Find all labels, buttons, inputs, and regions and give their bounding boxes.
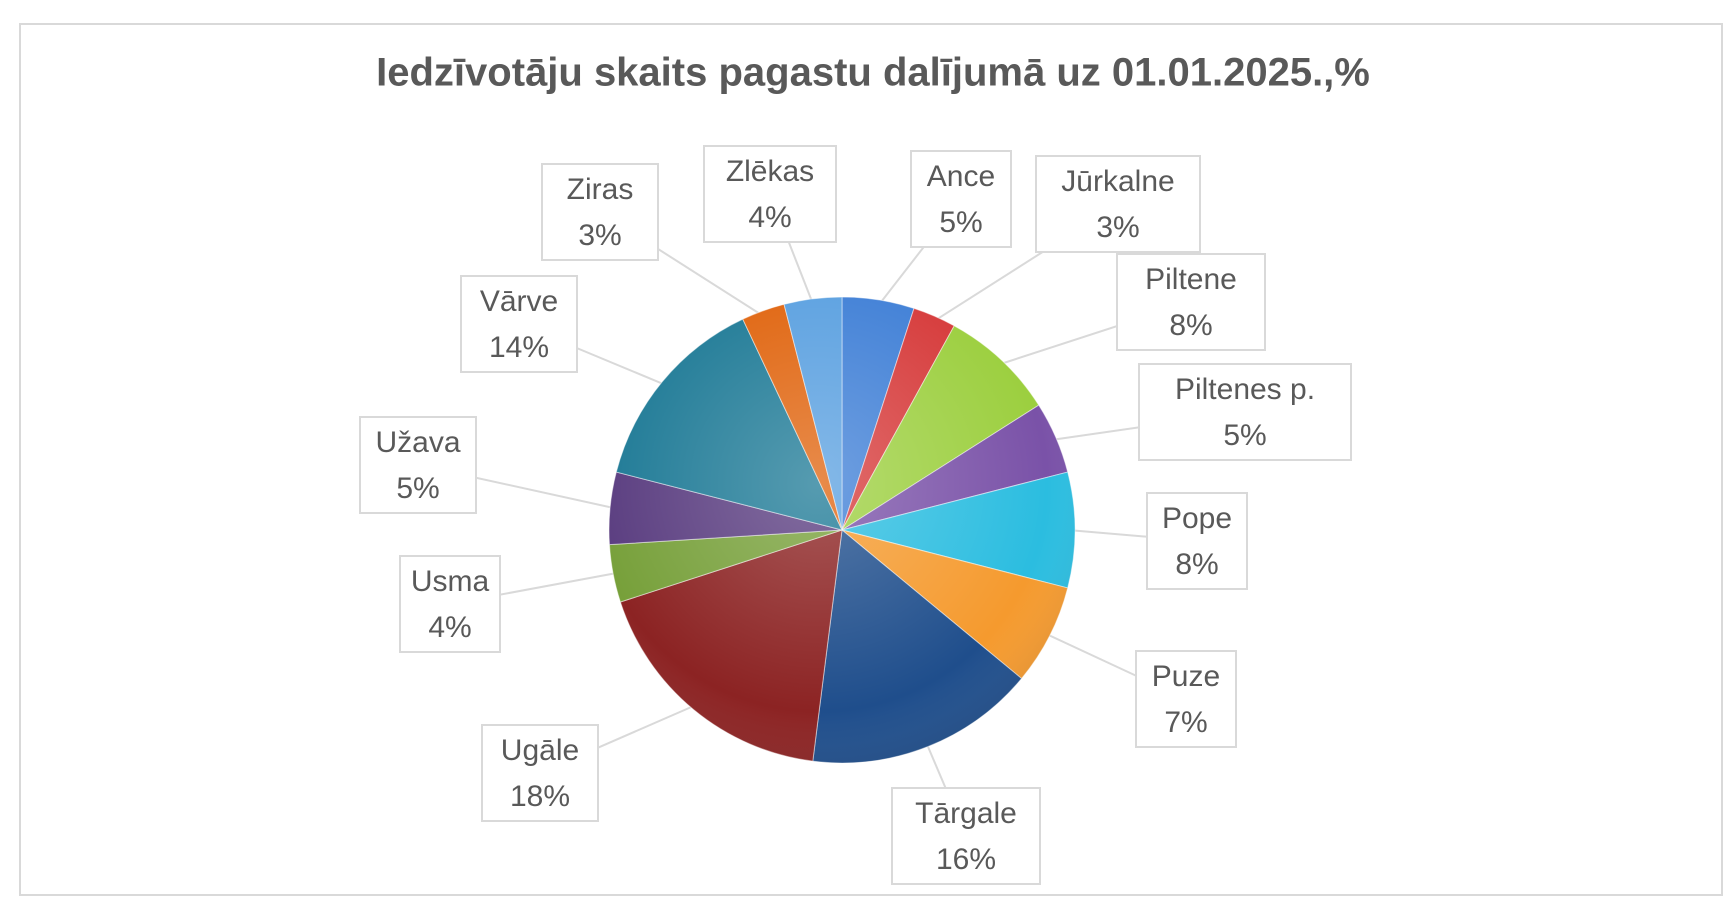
value-label: 3% [578,219,621,252]
value-label: 16% [936,843,996,876]
value-label: 7% [1164,706,1207,739]
value-label: 8% [1169,309,1212,342]
category-label: Piltenes p. [1175,373,1315,406]
category-label: Ziras [567,173,634,206]
value-label: 8% [1175,548,1218,581]
value-label: 5% [1223,419,1266,452]
category-label: Pope [1162,502,1232,535]
category-label: Tārgale [915,797,1017,830]
category-label: Ance [927,160,995,193]
value-label: 4% [428,611,471,644]
value-label: 5% [396,472,439,505]
category-label: Piltene [1145,263,1237,296]
category-label: Puze [1152,660,1220,693]
category-label: Usma [411,565,490,598]
label-box [1146,492,1248,590]
value-label: 5% [939,206,982,239]
label-box [1035,155,1201,253]
label-box [1138,363,1352,461]
category-label: Užava [375,426,460,459]
category-label: Ugāle [501,734,579,767]
label-box [541,163,659,261]
label-box [460,275,578,373]
label-box [1135,650,1237,748]
label-box [359,416,477,514]
category-label: Vārve [480,285,558,318]
label-box [891,787,1041,885]
category-label: Zlēkas [726,155,814,188]
chart-title: Iedzīvotāju skaits pagastu dalījumā uz 0… [376,51,1370,95]
label-box [910,150,1012,248]
value-label: 18% [510,780,570,813]
label-box [1116,253,1266,351]
category-label: Jūrkalne [1061,165,1174,198]
value-label: 4% [748,201,791,234]
value-label: 14% [489,331,549,364]
label-box [481,724,599,822]
label-box [399,555,501,653]
value-label: 3% [1096,211,1139,244]
label-box [703,145,837,243]
